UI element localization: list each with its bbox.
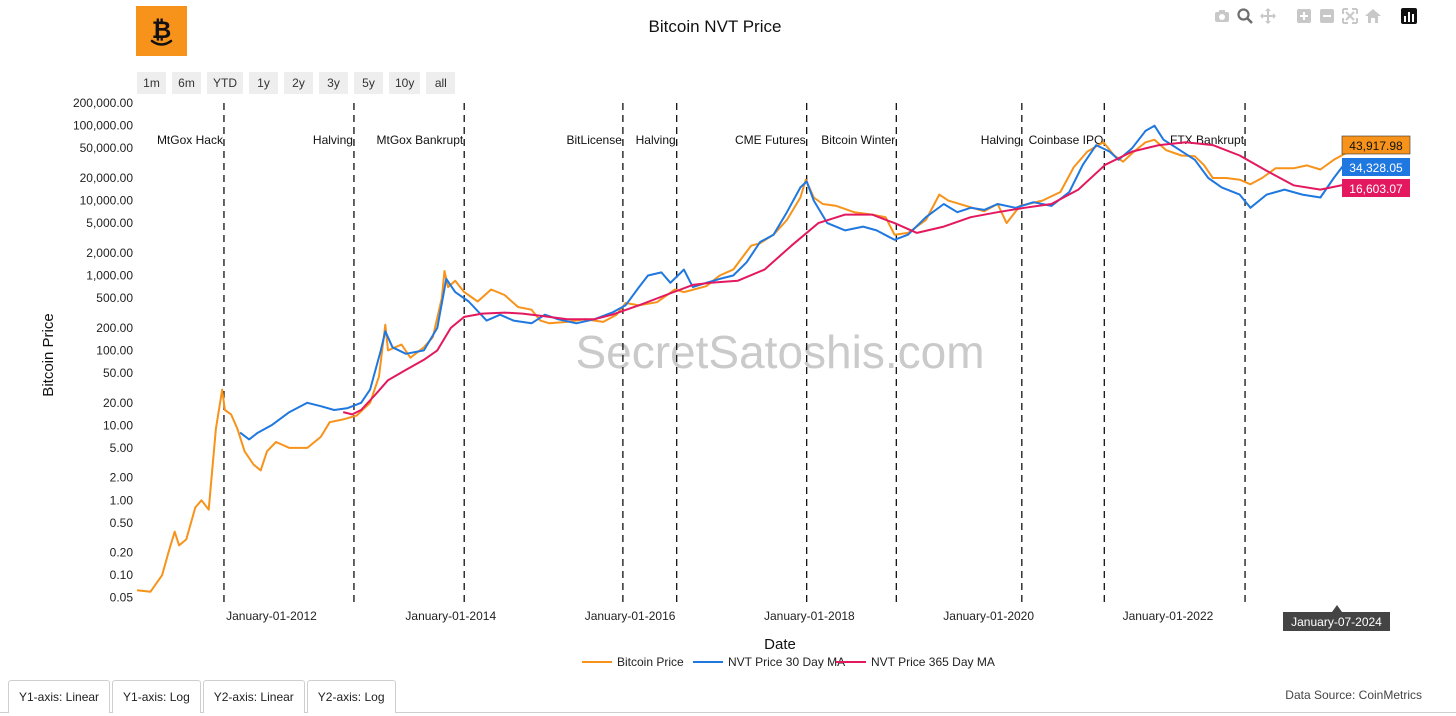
series-line-1 bbox=[136, 138, 1348, 593]
y-tick-label: 200,000.00 bbox=[73, 96, 133, 110]
watermark: SecretSatoshis.com bbox=[575, 326, 984, 378]
range-5y-button[interactable]: 5y bbox=[354, 72, 383, 94]
y-tick-label: 2.00 bbox=[110, 471, 134, 485]
end-label-box bbox=[1342, 158, 1410, 176]
event-label: Coinbase IPO bbox=[1029, 133, 1104, 147]
pan-icon[interactable] bbox=[1259, 7, 1277, 25]
x-tick-label: January-01-2016 bbox=[585, 609, 676, 623]
data-source: Data Source: CoinMetrics bbox=[1285, 688, 1422, 702]
y-tick-label: 1.00 bbox=[110, 493, 134, 507]
y-tick-label: 1,000.00 bbox=[86, 268, 133, 282]
range-all-button[interactable]: all bbox=[426, 72, 456, 94]
event-label: MtGox Hack bbox=[157, 133, 224, 147]
zoom-in-icon[interactable] bbox=[1295, 7, 1313, 25]
x-tick-label: January-01-2014 bbox=[405, 609, 496, 623]
range-2y-button[interactable]: 2y bbox=[284, 72, 313, 94]
y-tick-label: 50.00 bbox=[103, 366, 133, 380]
y-tick-label: 20.00 bbox=[103, 396, 133, 410]
y-axis-title: Bitcoin Price bbox=[40, 313, 57, 396]
hover-label-pointer bbox=[1332, 605, 1342, 612]
y-tick-label: 100,000.00 bbox=[73, 119, 133, 133]
event-label: BitLicense bbox=[567, 133, 623, 147]
end-value-label: 34,328.05 bbox=[1349, 161, 1403, 175]
x-tick-label: January-01-2018 bbox=[764, 609, 855, 623]
end-value-label: 43,917.98 bbox=[1349, 139, 1403, 153]
y-tick-label: 10,000.00 bbox=[80, 194, 134, 208]
chart-toolbar bbox=[1213, 7, 1418, 25]
x-tick-label: January-01-2020 bbox=[943, 609, 1034, 623]
event-label: Halving bbox=[981, 133, 1021, 147]
y-tick-label: 100.00 bbox=[96, 343, 133, 357]
y-tick-label: 0.05 bbox=[110, 591, 134, 605]
y-tick-label: 5,000.00 bbox=[86, 216, 133, 230]
legend-label: NVT Price 30 Day MA bbox=[728, 655, 845, 669]
nvt-price-chart[interactable]: Bitcoin NVT Price SecretSatoshis.com 0.05 0… bbox=[0, 0, 1456, 680]
chart-title: Bitcoin NVT Price bbox=[649, 17, 782, 36]
legend-label: NVT Price 365 Day MA bbox=[871, 655, 995, 669]
legend-label: Bitcoin Price bbox=[617, 655, 684, 669]
x-tick-label: January-01-2012 bbox=[226, 609, 317, 623]
y-tick-label: 50,000.00 bbox=[80, 141, 134, 155]
range-10y-button[interactable]: 10y bbox=[389, 72, 421, 94]
range-ytd-button[interactable]: YTD bbox=[207, 72, 243, 94]
hover-label-box bbox=[1283, 612, 1390, 631]
y-tick-label: 500.00 bbox=[96, 291, 133, 305]
end-label-box bbox=[1341, 135, 1411, 155]
y-tick-label: 2,000.00 bbox=[86, 246, 133, 260]
camera-icon[interactable] bbox=[1213, 7, 1231, 25]
range-1y-button[interactable]: 1y bbox=[249, 72, 278, 94]
bitcoin-logo-icon: ₿ bbox=[150, 16, 173, 46]
y-tick-label: 5.00 bbox=[110, 441, 134, 455]
x-tick-label: January-01-2022 bbox=[1123, 609, 1214, 623]
event-label: MtGox Bankrupt bbox=[377, 133, 464, 147]
hover-date-label: January-07-2024 bbox=[1291, 615, 1382, 629]
y-tick-label: 0.10 bbox=[110, 568, 134, 582]
series-line-2 bbox=[239, 124, 1348, 441]
y-tick-label: 10.00 bbox=[103, 418, 133, 432]
zoom-out-icon[interactable] bbox=[1318, 7, 1336, 25]
event-label: Bitcoin Winter bbox=[821, 133, 895, 147]
y-tick-label: 200.00 bbox=[96, 321, 133, 335]
tab-y2-linear[interactable]: Y2-axis: Linear bbox=[202, 680, 305, 713]
axis-tabs: Y1-axis: Linear Y1-axis: Log Y2-axis: Li… bbox=[8, 680, 396, 713]
tab-y1-log[interactable]: Y1-axis: Log bbox=[112, 680, 201, 713]
tab-y2-log[interactable]: Y2-axis: Log bbox=[306, 680, 396, 713]
bitcoin-logo[interactable]: ₿ bbox=[136, 6, 187, 56]
series-line-3 bbox=[342, 141, 1348, 416]
range-6m-button[interactable]: 6m bbox=[172, 72, 201, 94]
autoscale-icon[interactable] bbox=[1341, 7, 1359, 25]
tabs-divider bbox=[0, 712, 1456, 713]
event-label: CME Futures bbox=[735, 133, 806, 147]
chart-bars-icon[interactable] bbox=[1400, 7, 1418, 25]
logo-glyph: ₿ bbox=[152, 16, 172, 44]
zoom-icon[interactable] bbox=[1236, 7, 1254, 25]
y-tick-label: 0.20 bbox=[110, 546, 134, 560]
end-value-label: 16,603.07 bbox=[1349, 182, 1403, 196]
range-selector: 1m 6m YTD 1y 2y 3y 5y 10y all bbox=[137, 72, 456, 94]
range-3y-button[interactable]: 3y bbox=[319, 72, 348, 94]
home-icon[interactable] bbox=[1364, 7, 1382, 25]
x-axis-title: Date bbox=[764, 636, 796, 653]
end-label-box bbox=[1342, 179, 1410, 197]
y-tick-label: 20,000.00 bbox=[80, 171, 134, 185]
tab-y1-linear[interactable]: Y1-axis: Linear bbox=[8, 680, 111, 713]
y-tick-label: 0.50 bbox=[110, 516, 134, 530]
event-label: Halving bbox=[313, 133, 353, 147]
range-1m-button[interactable]: 1m bbox=[137, 72, 166, 94]
event-label: Halving bbox=[636, 133, 676, 147]
